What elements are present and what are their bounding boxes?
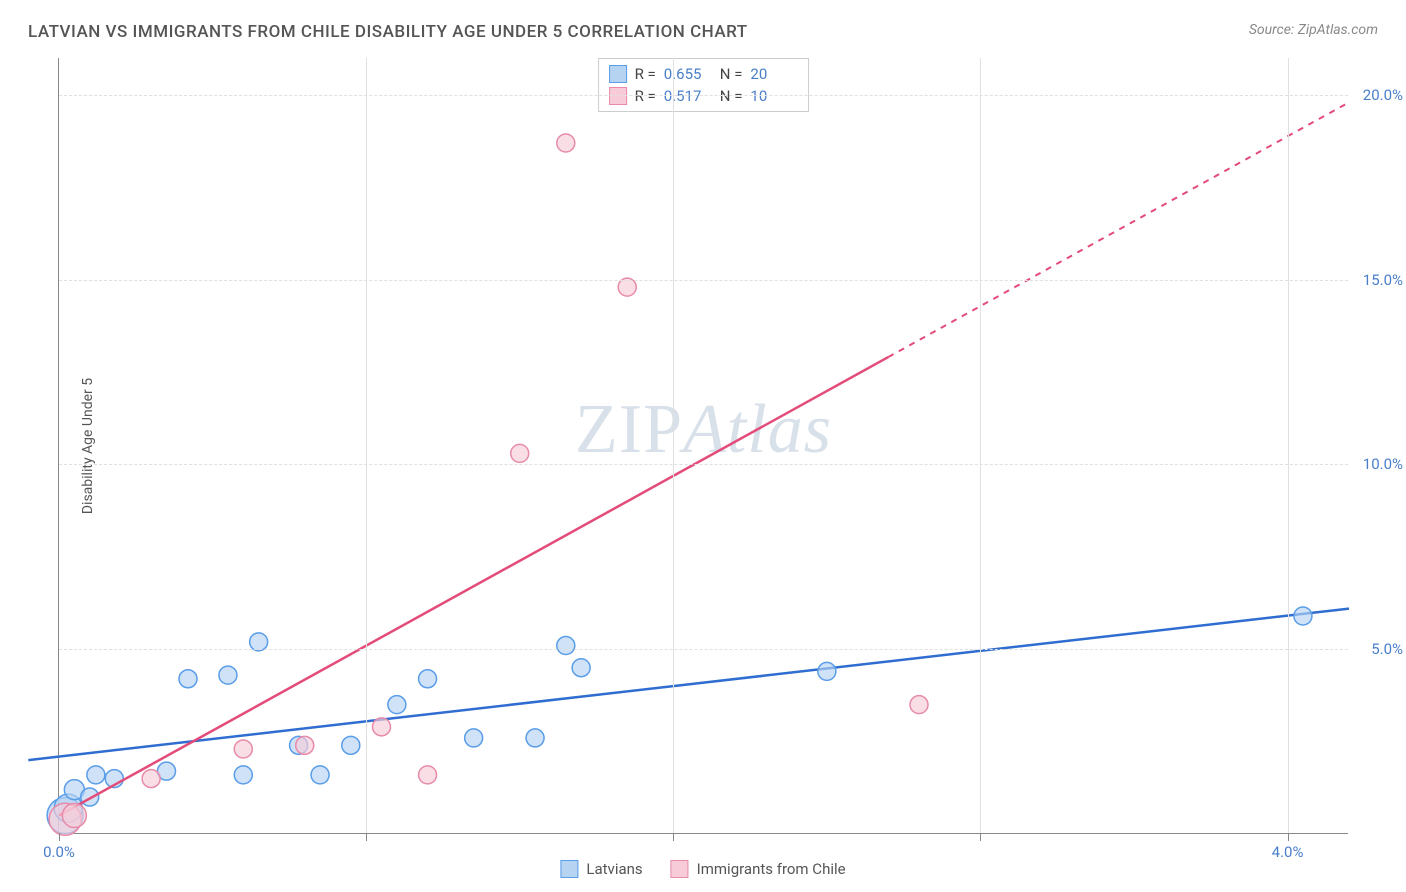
data-point-series2 [373, 718, 391, 736]
data-point-series2 [142, 770, 160, 788]
legend-label-1: Latvians [586, 860, 642, 878]
data-point-series1 [419, 670, 437, 688]
data-point-series2 [910, 696, 928, 714]
y-tick-label: 10.0% [1363, 455, 1403, 473]
data-point-series1 [818, 662, 836, 680]
scatter-plot-svg [59, 58, 1348, 833]
legend-label-2: Immigrants from Chile [697, 860, 846, 878]
data-point-series2 [296, 736, 314, 754]
gridline-h [59, 649, 1348, 650]
data-point-series1 [526, 729, 544, 747]
data-point-series2 [62, 804, 86, 828]
data-point-series1 [388, 696, 406, 714]
gridline-v [366, 58, 367, 833]
data-point-series2 [419, 766, 437, 784]
data-point-series1 [179, 670, 197, 688]
data-point-series1 [557, 637, 575, 655]
data-point-series1 [250, 633, 268, 651]
legend-swatch-2-icon [671, 860, 689, 878]
trend-line-dashed-series2 [888, 102, 1349, 357]
y-tick-label: 15.0% [1363, 271, 1403, 289]
gridline-v [1288, 58, 1289, 833]
bottom-legend: Latvians Immigrants from Chile [560, 860, 845, 878]
y-tick-label: 20.0% [1363, 86, 1403, 104]
gridline-v [980, 58, 981, 833]
gridline-h [59, 464, 1348, 465]
gridline-h [59, 95, 1348, 96]
legend-swatch-1-icon [560, 860, 578, 878]
x-tick-mark [366, 833, 367, 841]
legend-item-1: Latvians [560, 860, 642, 878]
legend-item-2: Immigrants from Chile [671, 860, 846, 878]
chart-title: LATVIAN VS IMMIGRANTS FROM CHILE DISABIL… [28, 22, 748, 42]
data-point-series2 [618, 278, 636, 296]
x-tick-label: 4.0% [1272, 843, 1304, 861]
x-tick-label: 0.0% [43, 843, 75, 861]
data-point-series1 [87, 766, 105, 784]
gridline-h [59, 280, 1348, 281]
data-point-series2 [511, 444, 529, 462]
data-point-series1 [572, 659, 590, 677]
x-tick-mark [980, 833, 981, 841]
chart-container: LATVIAN VS IMMIGRANTS FROM CHILE DISABIL… [0, 0, 1406, 892]
plot-area: ZIPAtlas R = 0.655 N = 20 R = 0.517 N = … [58, 58, 1348, 834]
data-point-series2 [234, 740, 252, 758]
data-point-series1 [234, 766, 252, 784]
data-point-series1 [465, 729, 483, 747]
data-point-series1 [311, 766, 329, 784]
data-point-series2 [557, 134, 575, 152]
x-tick-mark [1288, 833, 1289, 841]
x-tick-mark [59, 833, 60, 841]
x-tick-mark [673, 833, 674, 841]
y-tick-label: 5.0% [1371, 640, 1403, 658]
gridline-v [673, 58, 674, 833]
data-point-series1 [342, 736, 360, 754]
data-point-series1 [219, 666, 237, 684]
source-attribution: Source: ZipAtlas.com [1249, 22, 1378, 38]
data-point-series1 [1294, 607, 1312, 625]
